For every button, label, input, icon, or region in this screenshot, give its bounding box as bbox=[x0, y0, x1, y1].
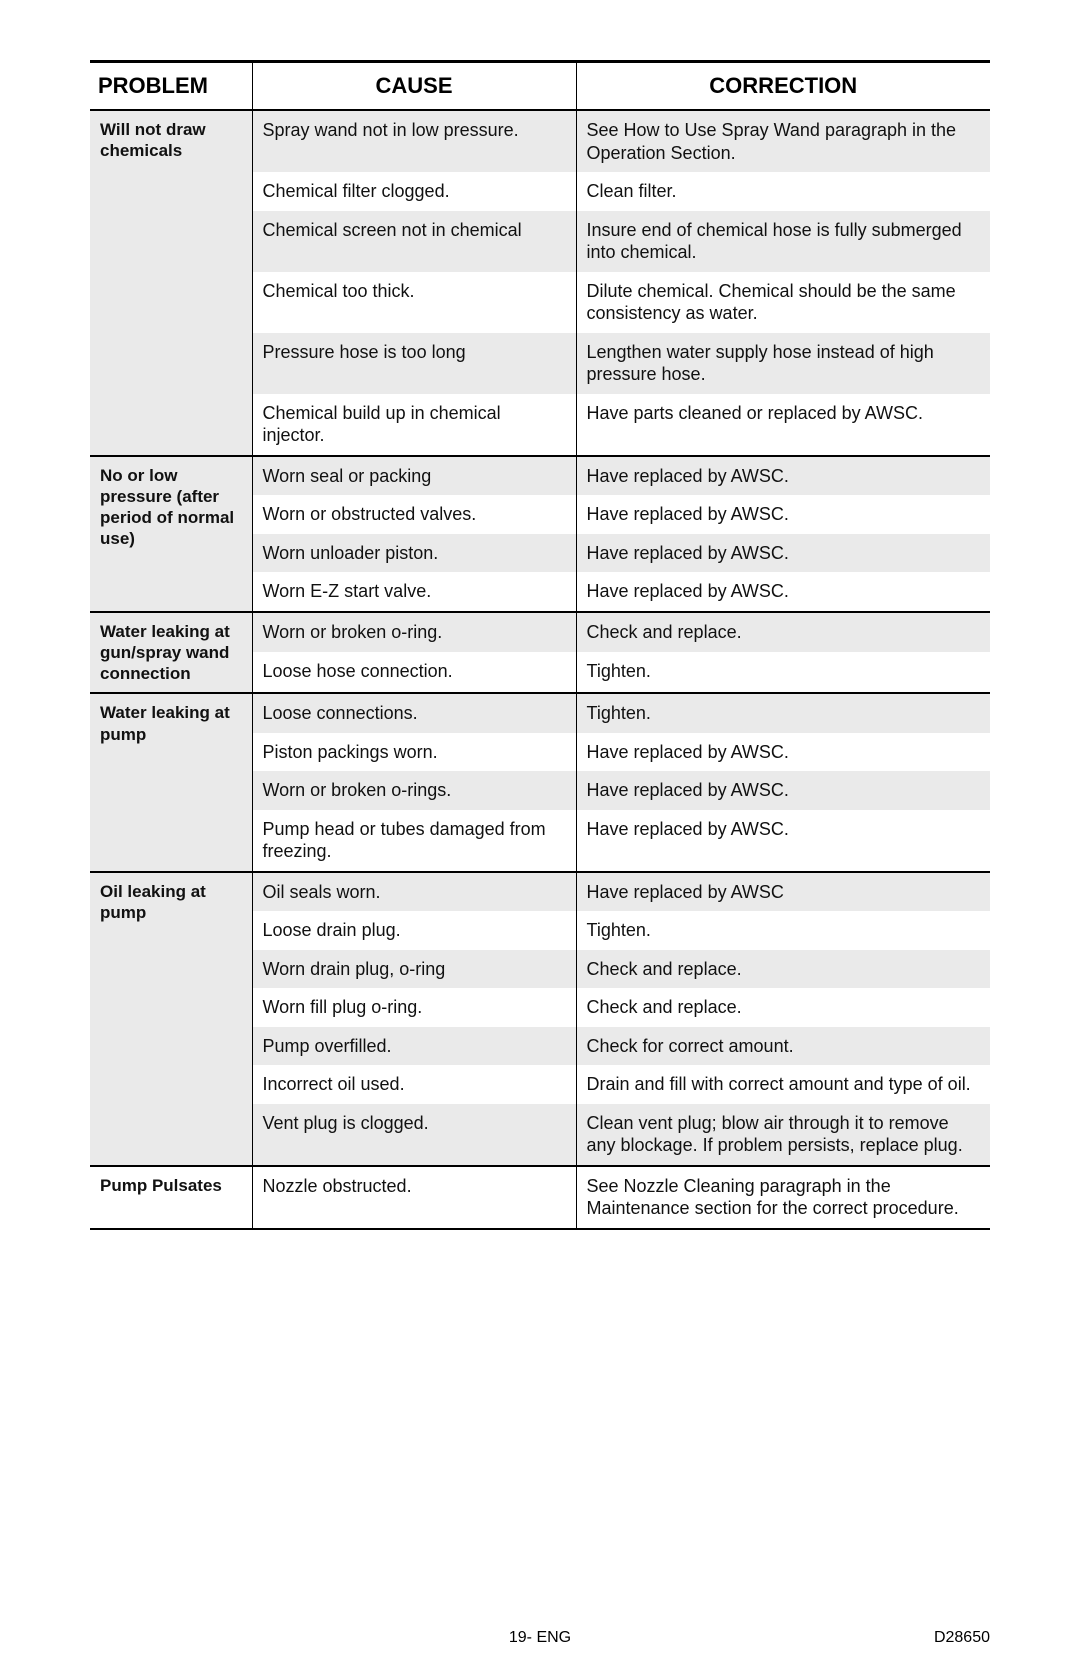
correction-cell: Have replaced by AWSC. bbox=[576, 810, 990, 872]
cause-cell: Loose drain plug. bbox=[252, 911, 576, 950]
correction-cell: Tighten. bbox=[576, 652, 990, 693]
cause-cell: Worn unloader piston. bbox=[252, 534, 576, 573]
header-correction: CORRECTION bbox=[576, 62, 990, 111]
cause-cell: Loose connections. bbox=[252, 693, 576, 733]
cause-cell: Worn fill plug o-ring. bbox=[252, 988, 576, 1027]
cause-cell: Worn or broken o-ring. bbox=[252, 612, 576, 653]
cause-cell: Worn drain plug, o-ring bbox=[252, 950, 576, 989]
cause-cell: Spray wand not in low pressure. bbox=[252, 110, 576, 172]
cause-cell: Worn or broken o-rings. bbox=[252, 771, 576, 810]
correction-cell: Tighten. bbox=[576, 911, 990, 950]
correction-cell: Have replaced by AWSC. bbox=[576, 534, 990, 573]
correction-cell: Check and replace. bbox=[576, 950, 990, 989]
correction-cell: Have replaced by AWSC bbox=[576, 872, 990, 912]
correction-cell: Drain and fill with correct amount and t… bbox=[576, 1065, 990, 1104]
cause-cell: Pressure hose is too long bbox=[252, 333, 576, 394]
cause-cell: Vent plug is clogged. bbox=[252, 1104, 576, 1166]
correction-cell: See How to Use Spray Wand paragraph in t… bbox=[576, 110, 990, 172]
correction-cell: Lengthen water supply hose instead of hi… bbox=[576, 333, 990, 394]
problem-cell: No or low pressure (after period of norm… bbox=[90, 456, 252, 612]
cause-cell: Worn E-Z start valve. bbox=[252, 572, 576, 612]
problem-cell: Oil leaking at pump bbox=[90, 872, 252, 1166]
correction-cell: Check and replace. bbox=[576, 988, 990, 1027]
problem-cell: Will not draw chemicals bbox=[90, 110, 252, 456]
problem-cell: Water leaking at pump bbox=[90, 693, 252, 872]
cause-cell: Chemical too thick. bbox=[252, 272, 576, 333]
correction-cell: Clean vent plug; blow air through it to … bbox=[576, 1104, 990, 1166]
problem-cell: Water leaking at gun/spray wand connecti… bbox=[90, 612, 252, 694]
cause-cell: Oil seals worn. bbox=[252, 872, 576, 912]
table-row: Water leaking at pump Loose connections.… bbox=[90, 693, 990, 733]
table-row: Pump Pulsates Nozzle obstructed. See Noz… bbox=[90, 1166, 990, 1229]
correction-cell: Have replaced by AWSC. bbox=[576, 771, 990, 810]
header-cause: CAUSE bbox=[252, 62, 576, 111]
correction-cell: Clean filter. bbox=[576, 172, 990, 211]
table-row: Oil leaking at pump Oil seals worn. Have… bbox=[90, 872, 990, 912]
cause-cell: Worn or obstructed valves. bbox=[252, 495, 576, 534]
table-header-row: PROBLEM CAUSE CORRECTION bbox=[90, 62, 990, 111]
problem-cell: Pump Pulsates bbox=[90, 1166, 252, 1229]
table-row: No or low pressure (after period of norm… bbox=[90, 456, 990, 496]
table-row: Will not draw chemicals Spray wand not i… bbox=[90, 110, 990, 172]
cause-cell: Incorrect oil used. bbox=[252, 1065, 576, 1104]
correction-cell: Have replaced by AWSC. bbox=[576, 572, 990, 612]
cause-cell: Chemical build up in chemical injector. bbox=[252, 394, 576, 456]
correction-cell: Have replaced by AWSC. bbox=[576, 456, 990, 496]
footer-page-number: 19- ENG bbox=[509, 1629, 571, 1647]
correction-cell: Check for correct amount. bbox=[576, 1027, 990, 1066]
header-problem: PROBLEM bbox=[90, 62, 252, 111]
correction-cell: Check and replace. bbox=[576, 612, 990, 653]
cause-cell: Loose hose connection. bbox=[252, 652, 576, 693]
table-row: Water leaking at gun/spray wand connecti… bbox=[90, 612, 990, 653]
correction-cell: Dilute chemical. Chemical should be the … bbox=[576, 272, 990, 333]
correction-cell: Have replaced by AWSC. bbox=[576, 495, 990, 534]
correction-cell: Tighten. bbox=[576, 693, 990, 733]
cause-cell: Piston packings worn. bbox=[252, 733, 576, 772]
correction-cell: Insure end of chemical hose is fully sub… bbox=[576, 211, 990, 272]
cause-cell: Chemical filter clogged. bbox=[252, 172, 576, 211]
correction-cell: Have replaced by AWSC. bbox=[576, 733, 990, 772]
cause-cell: Nozzle obstructed. bbox=[252, 1166, 576, 1229]
correction-cell: Have parts cleaned or replaced by AWSC. bbox=[576, 394, 990, 456]
correction-cell: See Nozzle Cleaning paragraph in the Mai… bbox=[576, 1166, 990, 1229]
cause-cell: Pump head or tubes damaged from freezing… bbox=[252, 810, 576, 872]
cause-cell: Chemical screen not in chemical bbox=[252, 211, 576, 272]
cause-cell: Worn seal or packing bbox=[252, 456, 576, 496]
footer-doc-id: D28650 bbox=[934, 1629, 990, 1647]
cause-cell: Pump overfilled. bbox=[252, 1027, 576, 1066]
troubleshooting-table: PROBLEM CAUSE CORRECTION Will not draw c… bbox=[90, 60, 990, 1230]
